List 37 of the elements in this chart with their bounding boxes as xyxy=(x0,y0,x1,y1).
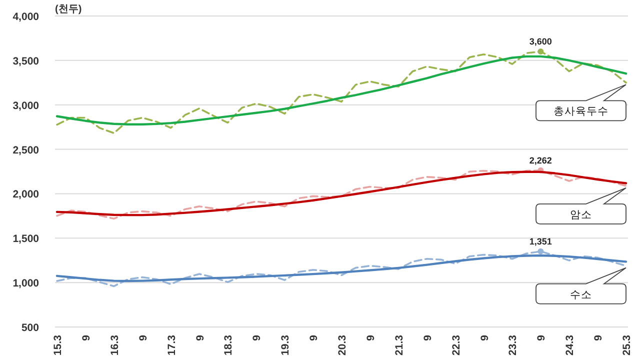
x-tick-label: 9 xyxy=(592,334,605,341)
x-tick-label: 9 xyxy=(536,334,548,341)
x-tick-label: 19.3 xyxy=(280,334,292,356)
data-label: 2,262 xyxy=(529,155,552,166)
x-tick-label: 16.3 xyxy=(108,334,121,356)
x-tick-label: 9 xyxy=(80,334,92,341)
x-tick-label: 25.3 xyxy=(621,334,633,356)
x-tick-label: 9 xyxy=(308,334,320,341)
y-axis-title: (천두) xyxy=(55,4,82,15)
x-tick-label: 17.3 xyxy=(166,334,178,356)
x-tick-label: 9 xyxy=(422,334,434,341)
y-tick-label: 500 xyxy=(21,322,40,334)
y-tick-label: 2,500 xyxy=(12,144,40,156)
x-tick-label: 22.3 xyxy=(450,334,462,356)
x-tick-label: 9 xyxy=(194,334,206,341)
y-tick-label: 1,500 xyxy=(12,233,40,246)
x-tick-label: 9 xyxy=(137,334,150,341)
x-tick-label: 21.3 xyxy=(393,334,406,356)
text: 수소 xyxy=(570,288,592,301)
y-tick-label: 4,000 xyxy=(12,11,40,23)
data-label: 1,351 xyxy=(529,236,552,246)
y-tick-label: 3,500 xyxy=(12,55,40,68)
x-tick-label: 9 xyxy=(251,334,264,341)
y-tick-label: 1,000 xyxy=(12,278,40,290)
x-tick-label: 15.3 xyxy=(52,334,64,356)
x-tick-label: 9 xyxy=(364,334,377,341)
x-tick-label: 20.3 xyxy=(336,334,348,356)
y-tick-label: 3,000 xyxy=(12,100,40,112)
y-tick-label: 2,000 xyxy=(12,188,40,201)
line-series xyxy=(56,55,628,126)
x-tick-label: 23.3 xyxy=(507,334,520,356)
text: 암소 xyxy=(570,208,592,221)
x-tick-label: 9 xyxy=(478,334,491,341)
x-tick-label: 18.3 xyxy=(222,334,235,356)
data-label: 3,600 xyxy=(529,36,552,47)
x-tick-label: 24.3 xyxy=(564,334,576,356)
text: 총사육두수 xyxy=(554,106,608,118)
